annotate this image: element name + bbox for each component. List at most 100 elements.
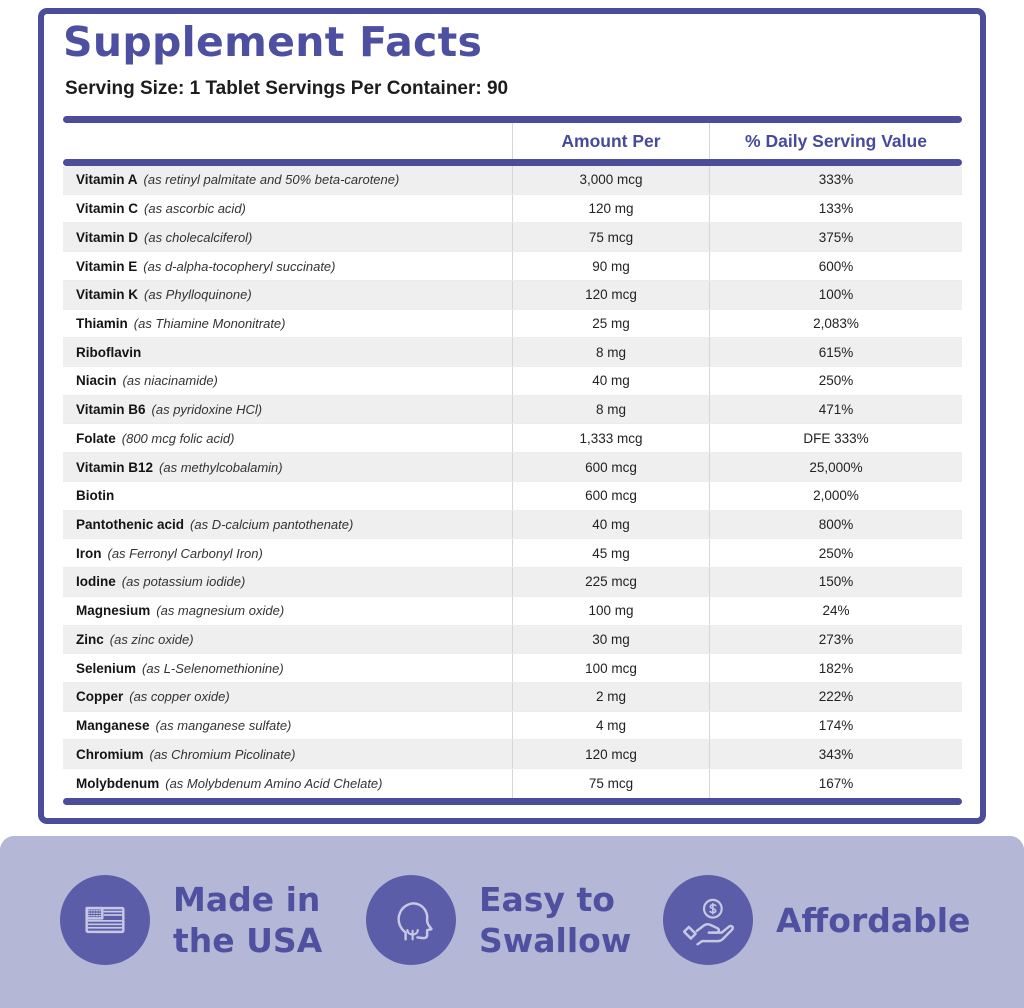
daily-value-cell: 471% [709, 395, 962, 424]
table-row: Copper (as copper oxide) 2 mg 222% [63, 682, 962, 712]
nutrient-cell: Niacin (as niacinamide) [63, 367, 512, 395]
nutrient-detail: (as retinyl palmitate and 50% beta-carot… [143, 172, 400, 188]
nutrient-name: Iodine [76, 574, 116, 590]
amount-cell: 45 mg [512, 539, 709, 568]
nutrient-name: Vitamin E [76, 258, 138, 274]
nutrient-cell: Chromium (as Chromium Picolinate) [63, 740, 512, 768]
daily-value-cell: 24% [709, 596, 962, 625]
nutrient-name: Vitamin B12 [76, 459, 154, 475]
daily-value-cell: 615% [709, 338, 962, 367]
amount-cell: 25 mg [512, 309, 709, 338]
hand-coin-icon [663, 875, 753, 965]
nutrient-name: Manganese [76, 718, 150, 734]
daily-value-cell: 167% [709, 769, 962, 798]
serving-info: Serving Size: 1 Tablet Servings Per Cont… [65, 78, 509, 99]
made-in-usa-label: Made in the USA [173, 879, 322, 961]
nutrient-detail: (as Phylloquinone) [144, 287, 252, 303]
nutrient-cell: Manganese (as manganese sulfate) [63, 712, 512, 740]
nutrient-name: Riboflavin [76, 344, 142, 360]
daily-value-cell: 333% [709, 166, 962, 194]
nutrient-name: Selenium [76, 660, 137, 676]
daily-value-cell: 100% [709, 280, 962, 309]
table-row: Chromium (as Chromium Picolinate) 120 mcg 3… [63, 740, 962, 770]
table-row: Selenium (as L-Selenomethionine) 100 mcg 18… [63, 654, 962, 683]
nutrient-detail: (as Thiamine Mononitrate) [133, 315, 286, 331]
nutrient-cell: Vitamin B12 (as methylcobalamin) [63, 453, 512, 481]
amount-cell: 1,333 mcg [512, 424, 709, 453]
table-row: Vitamin D (as cholecalciferol) 75 mcg 375% [63, 223, 962, 253]
table-bottom-rule [63, 797, 962, 805]
daily-value-cell: 600% [709, 252, 962, 280]
table-row: Pantothenic acid (as D-calcium pantothena… [63, 510, 962, 540]
table-row: Niacin (as niacinamide) 40 mg 250% [63, 367, 962, 396]
header-amount-column: Amount Per [512, 123, 709, 159]
badge-label-line: the USA [173, 921, 323, 960]
nutrient-cell: Molybdenum (as Molybdenum Amino Acid Chel… [63, 769, 512, 798]
affordable-badge: Affordable [663, 875, 970, 965]
daily-value-cell: 250% [709, 539, 962, 568]
amount-cell: 600 mcg [512, 453, 709, 481]
footer-band: Made in the USA Easy to Swallow [0, 836, 1024, 1008]
daily-value-cell: 250% [709, 367, 962, 395]
table-row: Manganese (as manganese sulfate) 4 mg 174% [63, 711, 962, 741]
amount-cell: 8 mg [512, 395, 709, 424]
nutrient-cell: Thiamin (as Thiamine Mononitrate) [63, 310, 512, 338]
amount-cell: 120 mcg [512, 740, 709, 769]
nutrient-detail: (800 mcg folic acid) [121, 430, 235, 446]
nutrient-name: Pantothenic acid [76, 516, 185, 532]
amount-cell: 3,000 mcg [512, 166, 709, 194]
amount-cell: 40 mg [512, 510, 709, 539]
amount-cell: 120 mcg [512, 280, 709, 309]
header-daily-column: % Daily Serving Value [709, 123, 962, 159]
daily-value-cell: 343% [709, 740, 962, 769]
daily-value-cell: 182% [709, 654, 962, 682]
nutrient-cell: Vitamin K (as Phylloquinone) [63, 281, 512, 309]
nutrient-detail: (as d-alpha-tocopheryl succinate) [143, 258, 336, 274]
nutrient-detail: (as methylcobalamin) [159, 459, 283, 475]
daily-value-cell: 2,083% [709, 309, 962, 338]
facts-table: Amount Per % Daily Serving Value Vitamin… [63, 116, 962, 805]
table-row: Biotin 600 mcg 2,000% [63, 481, 962, 511]
daily-value-cell: 150% [709, 568, 962, 596]
nutrient-cell: Zinc (as zinc oxide) [63, 626, 512, 654]
badge-label-line: Easy to [479, 880, 615, 919]
amount-cell: 100 mg [512, 596, 709, 625]
table-row: Folate (800 mcg folic acid) 1,333 mcg DFE 3… [63, 424, 962, 454]
nutrient-cell: Vitamin E (as d-alpha-tocopheryl succinat… [63, 252, 512, 280]
nutrient-name: Molybdenum [76, 775, 160, 791]
nutrient-name: Biotin [76, 488, 115, 504]
amount-cell: 120 mg [512, 194, 709, 223]
nutrient-cell: Selenium (as L-Selenomethionine) [63, 654, 512, 682]
daily-value-cell: 133% [709, 194, 962, 223]
badge-label-line: Affordable [776, 900, 971, 940]
amount-cell: 75 mcg [512, 769, 709, 798]
usa-flag-icon [60, 875, 150, 965]
nutrient-name: Niacin [76, 373, 117, 389]
table-row: Vitamin C (as ascorbic acid) 120 mg 133% [63, 194, 962, 224]
table-row: Magnesium (as magnesium oxide) 100 mg 24% [63, 596, 962, 626]
supplement-card: Supplement Facts Serving Size: 1 Tablet … [38, 8, 986, 824]
nutrient-detail: (as magnesium oxide) [156, 603, 285, 619]
table-row: Vitamin E (as d-alpha-tocopheryl succinat… [63, 252, 962, 281]
amount-cell: 90 mg [512, 252, 709, 280]
nutrient-detail: (as manganese sulfate) [155, 718, 292, 734]
nutrient-name: Chromium [76, 746, 144, 762]
table-row: Vitamin B12 (as methylcobalamin) 600 mcg 25… [63, 453, 962, 482]
table-row: Iron (as Ferronyl Carbonyl Iron) 45 mg 250% [63, 539, 962, 569]
daily-value-cell: 25,000% [709, 453, 962, 481]
daily-value-cell: 273% [709, 625, 962, 654]
daily-value-cell: 174% [709, 711, 962, 740]
facts-rows: Vitamin A (as retinyl palmitate and 50% b… [63, 166, 962, 798]
nutrient-cell: Pantothenic acid (as D-calcium pantothena… [63, 511, 512, 539]
table-row: Vitamin A (as retinyl palmitate and 50% b… [63, 166, 962, 195]
nutrient-name: Vitamin B6 [76, 402, 146, 418]
nutrient-name: Folate [76, 430, 116, 446]
nutrient-cell: Magnesium (as magnesium oxide) [63, 597, 512, 625]
nutrient-detail: (as D-calcium pantothenate) [190, 516, 354, 532]
nutrient-detail: (as potassium iodide) [121, 574, 246, 590]
daily-value-cell: 800% [709, 510, 962, 539]
table-row: Riboflavin 8 mg 615% [63, 338, 962, 368]
nutrient-detail: (as Ferronyl Carbonyl Iron) [107, 545, 263, 561]
table-row: Molybdenum (as Molybdenum Amino Acid Chel… [63, 769, 962, 798]
